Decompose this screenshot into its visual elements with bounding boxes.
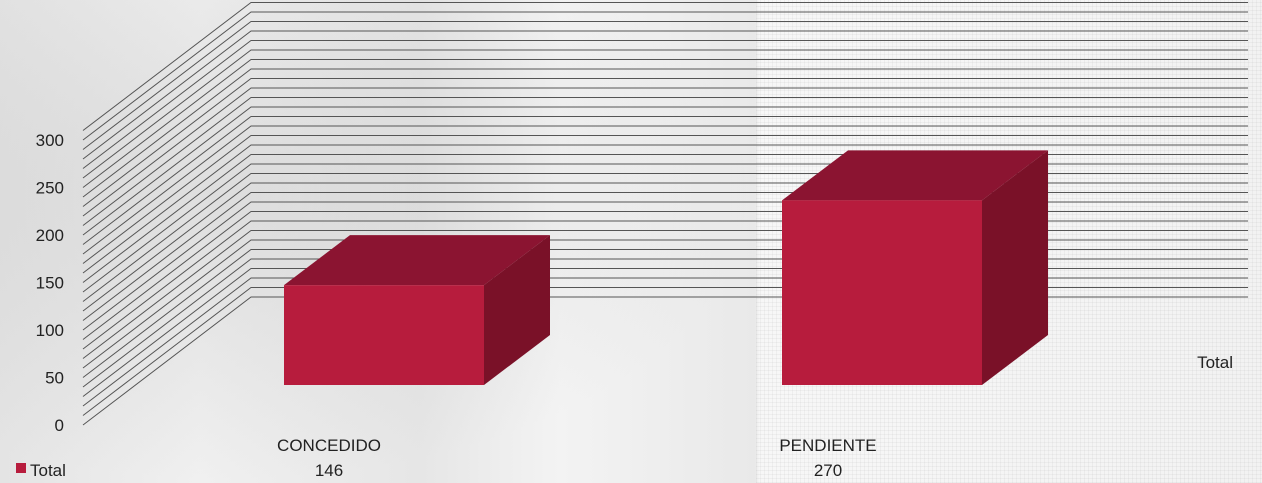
bar-top-face — [284, 235, 550, 286]
bar-concedido — [284, 235, 550, 385]
gridline — [82, 87, 1248, 217]
gridline — [82, 2, 1248, 131]
gridline — [82, 40, 1248, 169]
chart-bars — [284, 150, 1048, 385]
chart-gridlines — [82, 2, 1248, 426]
bar-top-face — [782, 150, 1048, 201]
data-table-value: 146 — [315, 461, 343, 480]
bar-pendiente — [782, 150, 1048, 385]
gridline — [82, 59, 1248, 188]
gridline — [82, 296, 1248, 426]
gridline — [82, 68, 1248, 198]
gridline — [82, 78, 1248, 207]
bar-front-face — [284, 285, 484, 385]
y-tick-label: 0 — [55, 416, 64, 435]
depth-axis-label: Total — [1197, 353, 1233, 372]
gridline — [82, 30, 1248, 160]
y-axis: 0 50 100 150 200 250 300 — [36, 131, 64, 435]
gridline — [82, 144, 1248, 274]
gridline — [82, 106, 1248, 236]
legend-label: Total — [30, 461, 66, 480]
gridline — [82, 125, 1248, 255]
gridline — [82, 287, 1248, 416]
y-tick-label: 300 — [36, 131, 64, 150]
gridline — [82, 116, 1248, 245]
gridline — [82, 11, 1248, 141]
bar-front-face — [782, 200, 982, 385]
category-label: PENDIENTE — [779, 436, 876, 455]
chart-legend: Total — [16, 461, 66, 480]
bar-side-face — [484, 235, 550, 385]
y-tick-label: 250 — [36, 179, 64, 198]
y-tick-label: 100 — [36, 321, 64, 340]
data-table-value: 270 — [814, 461, 842, 480]
bar-side-face — [982, 150, 1048, 385]
gridline — [82, 49, 1248, 179]
y-tick-label: 200 — [36, 226, 64, 245]
legend-swatch — [16, 463, 26, 473]
y-tick-label: 150 — [36, 274, 64, 293]
category-label: CONCEDIDO — [277, 436, 381, 455]
category-labels: CONCEDIDO PENDIENTE 146 270 Total — [277, 353, 1233, 480]
gridline — [82, 21, 1248, 150]
y-tick-label: 50 — [45, 369, 64, 388]
gridline — [82, 97, 1248, 226]
gridline — [82, 135, 1248, 264]
